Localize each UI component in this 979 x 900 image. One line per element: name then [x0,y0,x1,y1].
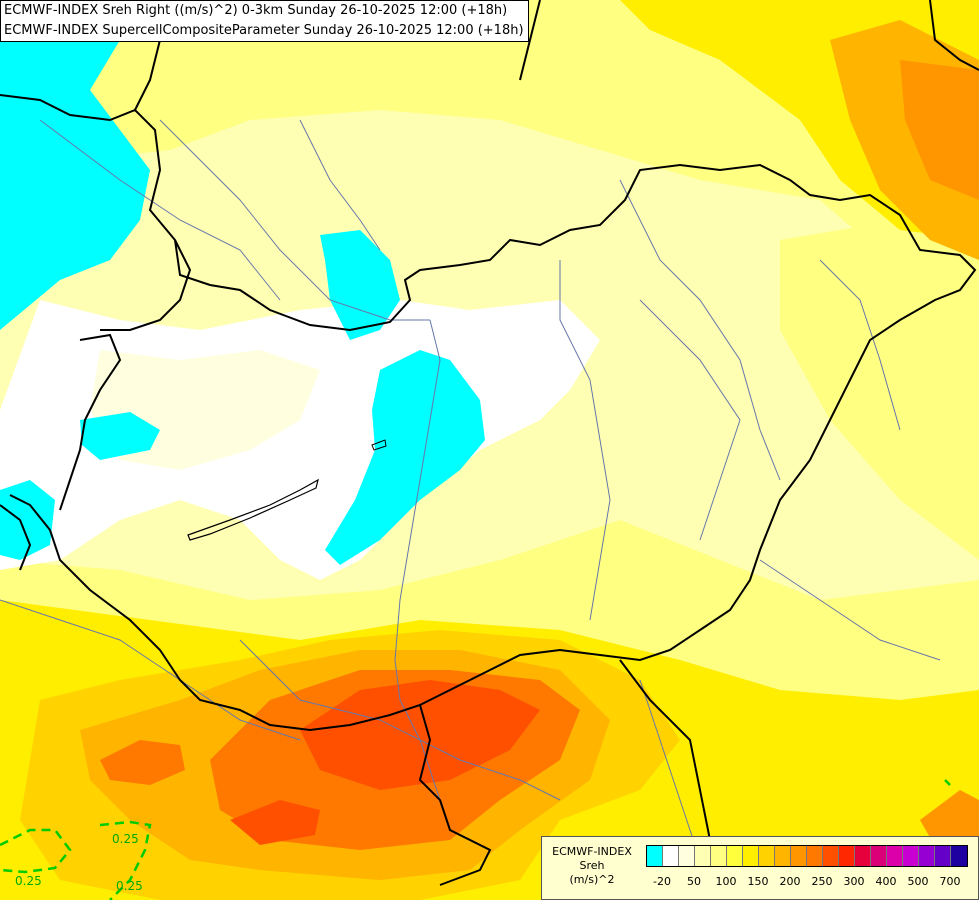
cyan-region-north [320,230,400,340]
red-core-west [100,740,185,785]
cyan-region-southwest [0,480,55,560]
legend-title: ECMWF-INDEX Sreh (m/s)^2 [542,845,642,887]
color-legend: ECMWF-INDEX Sreh (m/s)^2 -20 50 100 150 200 2… [541,836,979,900]
legend-swatch [887,846,903,866]
legend-swatch [839,846,855,866]
lake-balaton [187,478,319,541]
lake-small [371,439,387,451]
legend-tick-label: 700 [939,875,961,888]
legend-swatch [951,846,967,866]
legend-ticks: -20 50 100 150 200 250 300 400 500 700 [646,875,968,891]
legend-swatch [647,846,663,866]
legend-swatch [775,846,791,866]
legend-tick-label: 500 [907,875,929,888]
contour-label-1: 0.25 [15,874,42,888]
legend-swatch [743,846,759,866]
title-line-sreh: ECMWF-INDEX Sreh Right ((m/s)^2) 0-3km S… [4,3,508,18]
legend-tick-label: 400 [875,875,897,888]
red-core-southwest [230,800,320,845]
legend-swatch [807,846,823,866]
legend-swatch [759,846,775,866]
legend-swatch [791,846,807,866]
legend-tick-label: 200 [779,875,801,888]
legend-title-line1: ECMWF-INDEX [552,845,632,858]
legend-title-line2: Sreh [579,859,605,872]
legend-tick-label: -20 [653,875,671,888]
cyan-region-center [325,350,485,565]
contour-label-2: 0.25 [112,832,139,846]
legend-swatch [919,846,935,866]
cyan-region-northwest [0,0,150,330]
legend-swatch [679,846,695,866]
map-title-box: ECMWF-INDEX Sreh Right ((m/s)^2) 0-3km S… [0,0,529,42]
orange-core-northeast [900,60,979,200]
legend-tick-label: 300 [843,875,865,888]
rivers [0,119,941,861]
yellow-field-east [780,220,979,560]
legend-swatch [903,846,919,866]
legend-swatch [695,846,711,866]
legend-tick-label: 50 [687,875,701,888]
cyan-region-west [80,412,160,460]
legend-swatch [823,846,839,866]
legend-color-bar [646,845,968,867]
legend-swatch [871,846,887,866]
title-line-scp: ECMWF-INDEX SupercellCompositeParameter … [4,23,524,38]
legend-tick-label: 150 [747,875,769,888]
red-core [300,680,540,790]
legend-swatch [727,846,743,866]
legend-tick-label: 250 [811,875,833,888]
legend-swatch [711,846,727,866]
legend-title-line3: (m/s)^2 [569,873,615,886]
contour-label-3: 0.25 [116,879,143,893]
legend-swatch [663,846,679,866]
scp-contours [0,779,951,900]
legend-tick-label: 100 [715,875,737,888]
legend-swatch [855,846,871,866]
legend-swatch [935,846,951,866]
